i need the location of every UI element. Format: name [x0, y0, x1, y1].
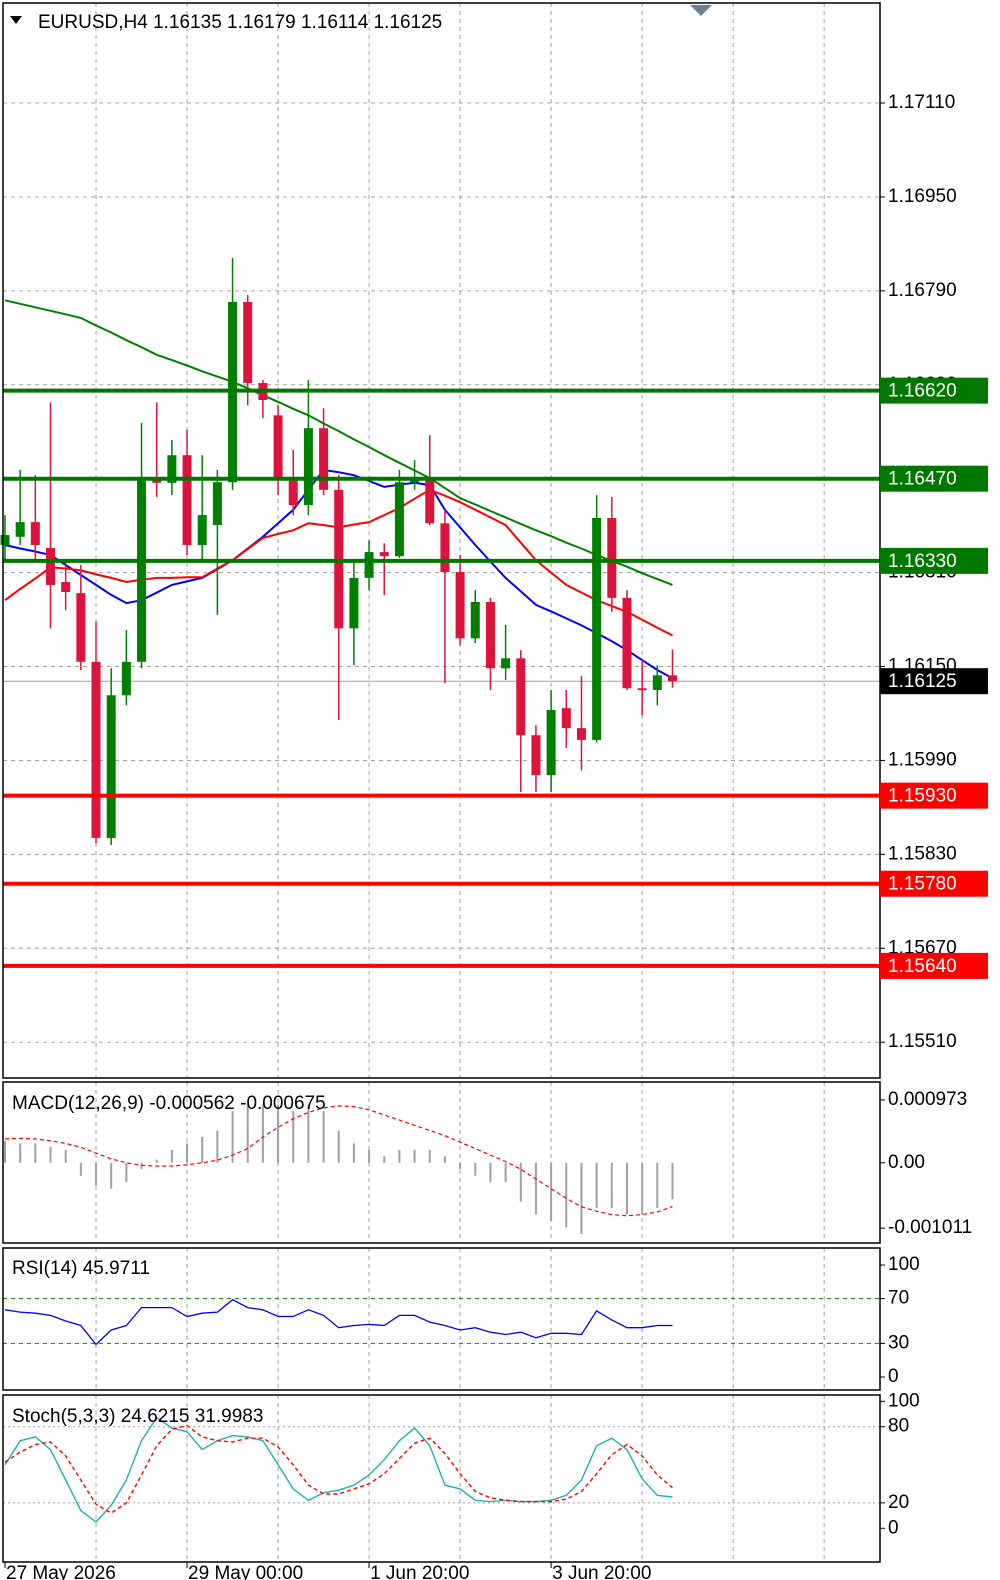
stoch-title: Stoch(5,3,3) 24.6215 31.9983 [12, 1406, 263, 1427]
candle-body [30, 522, 40, 546]
level-label-box [880, 952, 988, 979]
rsi-line [4, 1298, 673, 1346]
candle-body [470, 601, 480, 639]
macd-title: MACD(12,26,9) -0.000562 -0.000675 [12, 1093, 326, 1114]
candle-body [425, 478, 435, 524]
chart-title: EURUSD,H4 1.16135 1.16179 1.16114 1.1612… [38, 12, 442, 33]
level-label-box [880, 870, 988, 897]
candle-body [561, 708, 571, 729]
level-label: 1.15640 [888, 956, 957, 977]
level-label: 1.16620 [888, 381, 957, 402]
y-tick-label: 100 [888, 1390, 920, 1411]
candle-body [197, 515, 207, 546]
rsi-title: RSI(14) 45.9711 [12, 1258, 150, 1279]
candle-body [91, 661, 101, 838]
y-tick-label: 0.00 [888, 1152, 925, 1173]
candle-body [15, 522, 25, 537]
level-label: 1.16330 [888, 551, 957, 572]
y-tick-label: 100 [888, 1254, 920, 1275]
candle-body [137, 479, 147, 662]
y-tick-label: 70 [888, 1288, 909, 1309]
stoch-line [4, 1416, 673, 1523]
level-label: 1.15780 [888, 874, 957, 895]
candle-body [46, 547, 56, 585]
candle-body [319, 428, 329, 490]
y-tick-label: -0.001011 [888, 1217, 972, 1238]
candle-body [516, 658, 526, 736]
level-label: 1.16470 [888, 469, 957, 490]
candle-body [455, 572, 465, 639]
candle-body [303, 428, 313, 506]
menu-arrow[interactable] [10, 16, 22, 24]
candle-body [667, 675, 677, 682]
y-tick-label: 1.15510 [888, 1031, 957, 1052]
candle-body [485, 601, 495, 669]
level-label-box [880, 782, 988, 809]
rsi-panel-frame [2, 1247, 881, 1391]
candle-body [121, 661, 131, 696]
y-tick-label: 80 [888, 1416, 909, 1437]
candle-body [61, 582, 71, 592]
level-label-box [880, 465, 988, 492]
candle-body [212, 482, 222, 526]
candle-body [288, 478, 298, 506]
macd-signal [4, 1105, 673, 1217]
x-tick-label: 3 Jun 20:00 [552, 1563, 651, 1580]
candle-body [652, 675, 662, 691]
label-layer: 27 May 2026 29 May 00:00 1 Jun 20:00 3 Jun … [4, 377, 988, 1580]
candle-body [501, 658, 511, 669]
candle-body [440, 523, 450, 573]
moving-average [4, 468, 673, 680]
data-layer [0, 257, 880, 1523]
y-tick-label: 0 [888, 1517, 899, 1538]
y-tick-label: 30 [888, 1332, 909, 1353]
stoch-panel-frame [2, 1394, 881, 1563]
candle-body [273, 415, 283, 479]
y-tick-label: 1.16950 [888, 186, 957, 207]
candle-body [607, 518, 617, 598]
last-price-label: 1.16125 [888, 671, 957, 692]
candle-body [576, 728, 586, 740]
macd-panel-frame [2, 1081, 881, 1244]
candle-body [622, 597, 632, 689]
last-price-box [880, 668, 988, 695]
main-panel-frame [2, 2, 881, 1079]
candle-body [106, 695, 116, 838]
y-tick-label: 1.15830 [888, 843, 957, 864]
level-label-box [880, 547, 988, 574]
y-tick-label: 20 [888, 1492, 909, 1513]
candle-body [637, 688, 647, 691]
frames [2, 2, 881, 1563]
x-tick-label: 1 Jun 20:00 [370, 1563, 469, 1580]
candle-body [0, 535, 10, 546]
candle-body [167, 455, 177, 483]
y-tick-label: 1.15990 [888, 749, 957, 770]
x-tick-label: 29 May 00:00 [188, 1563, 303, 1580]
candle-body [349, 577, 359, 629]
y-tick-label: 0.000973 [888, 1089, 967, 1110]
y-tick-label: 0 [888, 1366, 899, 1387]
candle-body [531, 735, 541, 776]
candle-body [76, 593, 86, 662]
candle-body [546, 709, 556, 776]
x-tick-label: 27 May 2026 [6, 1563, 116, 1580]
level-label: 1.15930 [888, 786, 957, 807]
shift-marker[interactable] [690, 5, 712, 16]
y-tick-label: 1.17110 [888, 92, 955, 113]
candle-body [182, 455, 192, 546]
candle-body [152, 479, 162, 483]
candle-body [243, 302, 253, 384]
level-label-box [880, 377, 988, 404]
candle-body [364, 552, 374, 578]
y-tick-label: 1.16790 [888, 280, 957, 301]
moving-average [4, 299, 673, 586]
candle-body [592, 518, 602, 740]
candle-body [379, 552, 389, 557]
candle-body [394, 482, 404, 557]
